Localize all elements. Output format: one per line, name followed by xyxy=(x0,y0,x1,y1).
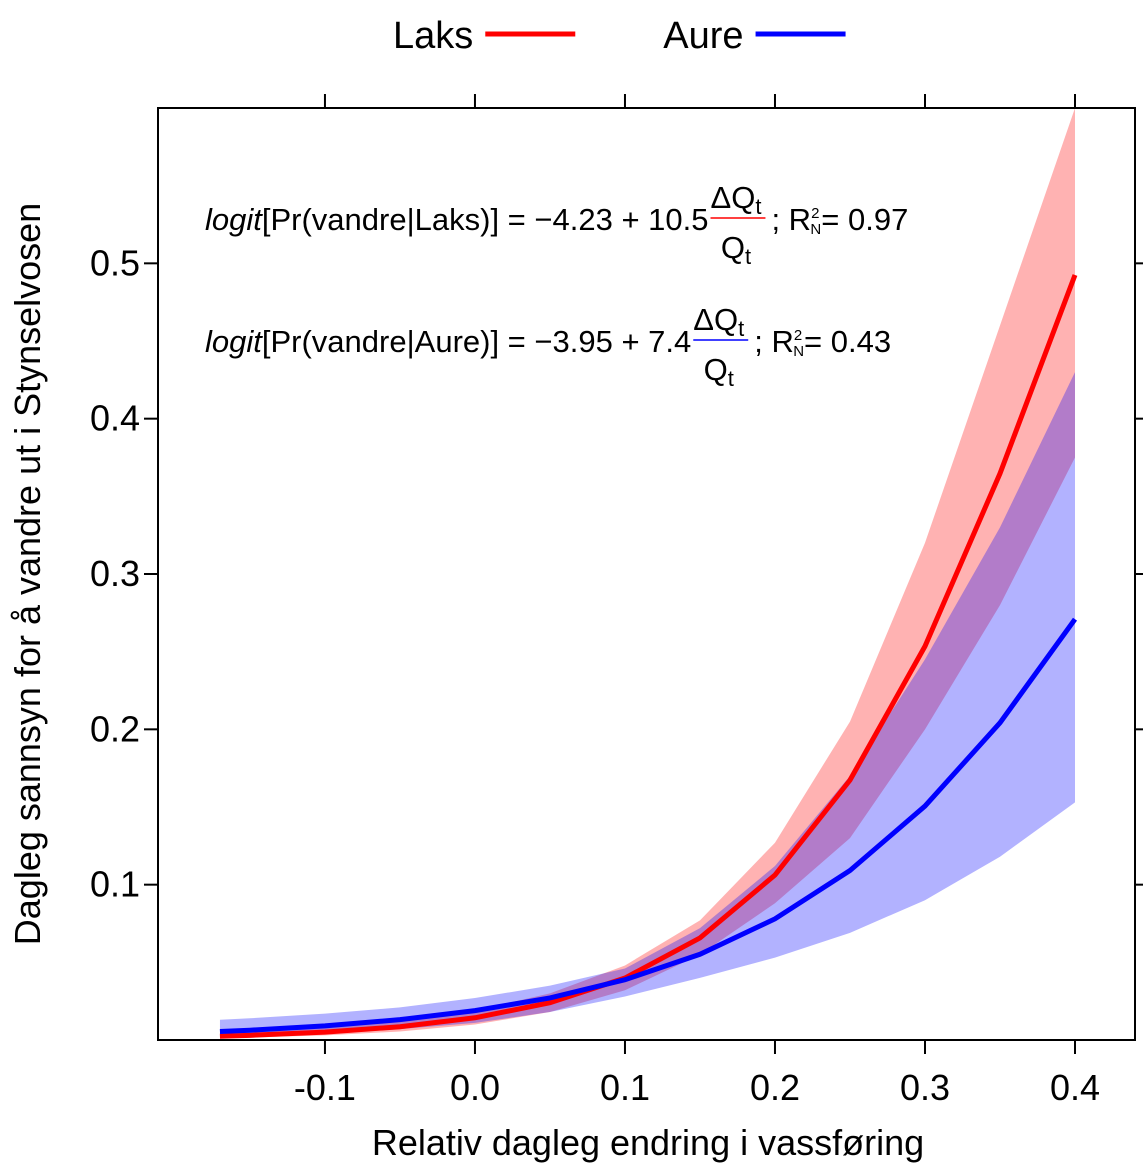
y-axis-title: Dagleg sannsyn for å vandre ut i Stynsel… xyxy=(7,203,48,945)
r-sub: N xyxy=(810,221,821,238)
r-sup: 2 xyxy=(811,205,819,222)
y-tick-label: 0.2 xyxy=(90,708,140,749)
confidence-band xyxy=(219,108,1075,1039)
legend-label: Aure xyxy=(663,15,743,57)
denominator: Q xyxy=(721,230,745,265)
equation-text: logit[Pr(vandre|Laks)] = −4.23 + 10.5 xyxy=(205,202,709,237)
line xyxy=(219,617,1078,1035)
equation: logit[Pr(vandre|Laks)] = −4.23 + 10.5ΔQt… xyxy=(205,180,908,269)
x-tick-label: -0.1 xyxy=(294,1067,356,1108)
r-value: = 0.43 xyxy=(804,324,891,359)
r-label: ; R xyxy=(754,324,794,359)
equation-logit: logit xyxy=(205,202,263,237)
equation: logit[Pr(vandre|Aure)] = −3.95 + 7.4ΔQtQ… xyxy=(205,302,891,391)
equation-text: logit[Pr(vandre|Aure)] = −3.95 + 7.4 xyxy=(205,324,691,359)
subscript: t xyxy=(745,244,751,269)
x-tick-label: 0.1 xyxy=(600,1067,650,1108)
confidence-band xyxy=(219,372,1075,1037)
y-tick-label: 0.3 xyxy=(90,553,140,594)
equation-logit: logit xyxy=(205,324,263,359)
y-tick-label: 0.1 xyxy=(90,864,140,905)
legend-label: Laks xyxy=(393,15,473,57)
fraction-numerator: ΔQt xyxy=(693,302,744,341)
x-tick-label: 0.3 xyxy=(900,1067,950,1108)
x-tick-label: 0.4 xyxy=(1050,1067,1100,1108)
r-sub: N xyxy=(793,343,804,360)
subscript: t xyxy=(728,366,734,391)
equation-r2: ; R2 N= 0.43 xyxy=(754,324,891,360)
denominator: Q xyxy=(704,352,728,387)
numerator: ΔQ xyxy=(711,180,756,215)
equation-r2: ; R2 N= 0.97 xyxy=(771,202,908,238)
r-value: = 0.97 xyxy=(821,202,908,237)
fraction-denominator: Qt xyxy=(704,352,734,391)
x-tick-label: 0.0 xyxy=(450,1067,500,1108)
y-tick-label: 0.4 xyxy=(90,398,140,439)
r-label: ; R xyxy=(771,202,811,237)
numerator: ΔQ xyxy=(693,302,738,337)
fraction-denominator: Qt xyxy=(721,230,751,269)
fraction-numerator: ΔQt xyxy=(711,180,762,219)
x-tick-label: 0.2 xyxy=(750,1067,800,1108)
equation-main: [Pr(vandre|Aure)] = −3.95 + 7.4 xyxy=(262,324,691,359)
subscript: t xyxy=(738,316,744,341)
x-axis-title: Relativ dagleg endring i vassføring xyxy=(372,1122,924,1163)
y-tick-label: 0.5 xyxy=(90,242,140,283)
subscript: t xyxy=(755,194,761,219)
r-sup: 2 xyxy=(794,327,802,344)
equation-main: [Pr(vandre|Laks)] = −4.23 + 10.5 xyxy=(262,202,709,237)
